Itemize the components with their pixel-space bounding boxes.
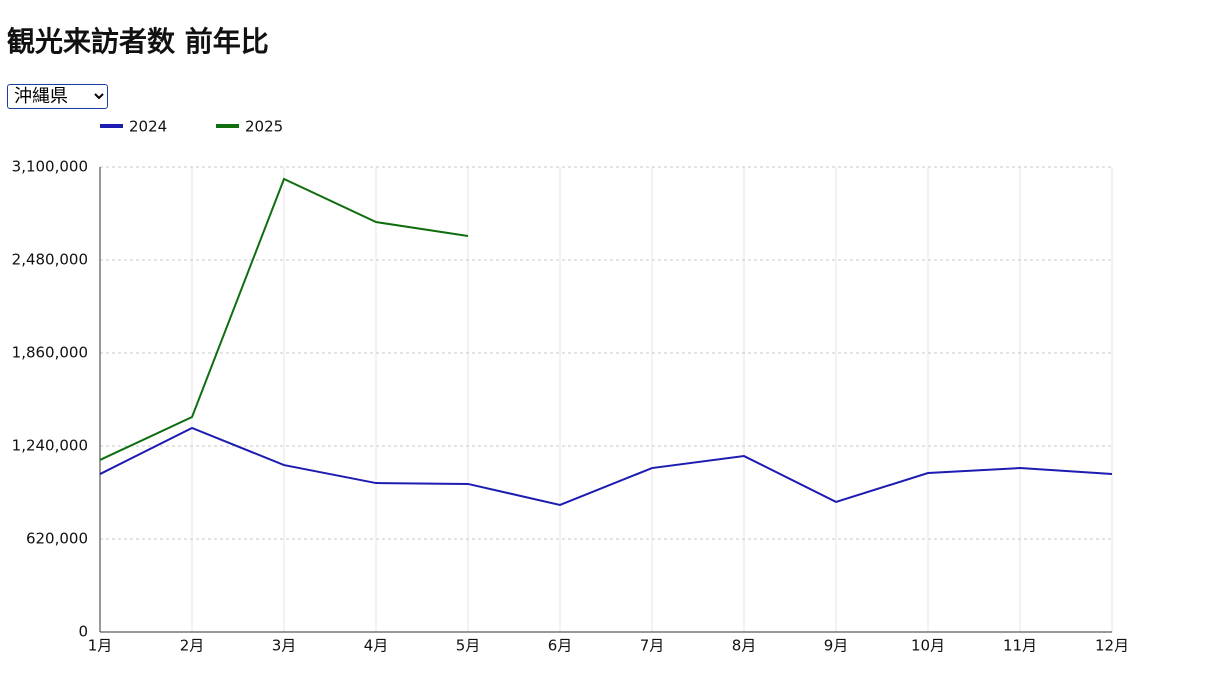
- x-tick-label: 8月: [732, 637, 757, 655]
- x-tick-label: 10月: [911, 637, 945, 655]
- page-title: 観光来訪者数 前年比: [7, 25, 269, 58]
- x-tick-label: 1月: [88, 637, 113, 655]
- x-tick-label: 4月: [364, 637, 389, 655]
- y-tick-label: 2,480,000: [12, 251, 88, 269]
- x-tick-label: 3月: [272, 637, 297, 655]
- x-tick-label: 11月: [1003, 637, 1037, 655]
- y-tick-label: 3,100,000: [12, 158, 88, 176]
- y-tick-label: 0: [78, 623, 88, 641]
- y-tick-label: 1,240,000: [12, 437, 88, 455]
- prefecture-select[interactable]: 沖縄県: [7, 84, 108, 109]
- legend-label: 2025: [245, 118, 283, 136]
- x-tick-label: 12月: [1095, 637, 1129, 655]
- x-tick-label: 6月: [548, 637, 573, 655]
- x-tick-label: 2月: [180, 637, 205, 655]
- x-tick-label: 5月: [456, 637, 481, 655]
- legend-label: 2024: [129, 118, 167, 136]
- x-tick-label: 7月: [640, 637, 665, 655]
- y-tick-label: 620,000: [26, 530, 88, 548]
- series-line: [99, 177, 469, 461]
- y-tick-label: 1,860,000: [12, 344, 88, 362]
- series-line: [99, 426, 1113, 506]
- x-tick-label: 9月: [824, 637, 849, 655]
